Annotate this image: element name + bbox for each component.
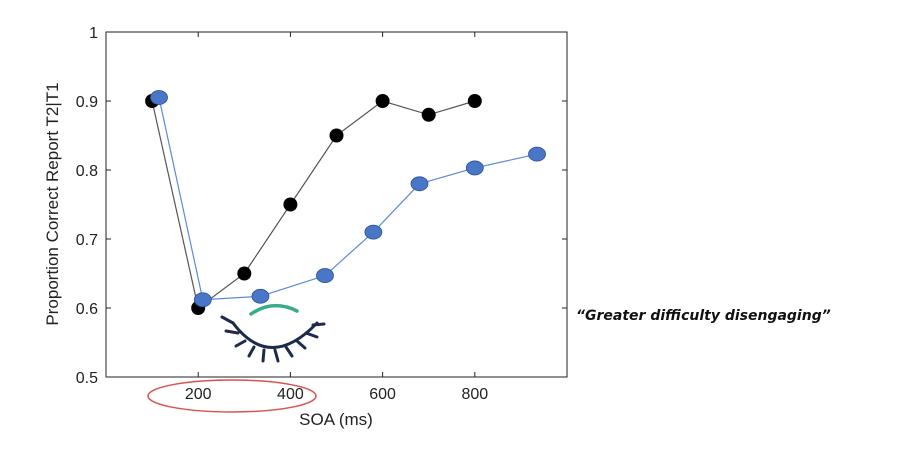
annotation-text: “Greater difficulty disengaging” <box>576 308 831 324</box>
y-axis: 0.5 0.6 0.7 0.8 0.9 1 <box>76 25 567 387</box>
series-2-point <box>364 224 383 240</box>
x-axis: 200 400 600 800 <box>185 32 488 403</box>
attention-arc <box>249 304 299 316</box>
series-2-point <box>150 90 168 105</box>
series-1-point <box>283 197 298 212</box>
series-group <box>145 90 546 315</box>
series-1-point <box>467 94 482 108</box>
y-tick-label: 0.6 <box>76 301 98 318</box>
y-tick-label: 0.8 <box>76 163 98 180</box>
x-tick-label: 800 <box>461 386 488 403</box>
series-2-point <box>316 268 334 283</box>
x-tick-label: 400 <box>277 386 304 403</box>
eye-icon <box>220 315 326 363</box>
y-tick-label: 1 <box>89 25 98 42</box>
series-2-point <box>251 288 270 304</box>
y-tick-label: 0.9 <box>76 94 98 111</box>
series-1-point <box>329 128 344 143</box>
plot-frame <box>105 31 568 378</box>
y-tick-label: 0.5 <box>76 370 98 387</box>
x-tick-label: 200 <box>185 386 212 403</box>
y-tick-label: 0.7 <box>76 232 98 249</box>
series-line-2 <box>158 97 538 301</box>
series-2-point <box>193 292 212 308</box>
series-2-point <box>528 146 546 162</box>
highlight-ellipse <box>147 379 317 413</box>
series-1-point <box>237 266 252 281</box>
x-axis-title: SOA (ms) <box>299 410 373 429</box>
series-1-point <box>421 107 436 122</box>
series-line-1 <box>151 100 475 310</box>
series-2-point <box>410 176 429 192</box>
y-axis-title: Proportion Correct Report T2|T1 <box>43 82 62 325</box>
series-1-point <box>375 94 390 108</box>
series-2-point <box>465 160 484 176</box>
x-tick-label: 600 <box>369 386 396 403</box>
